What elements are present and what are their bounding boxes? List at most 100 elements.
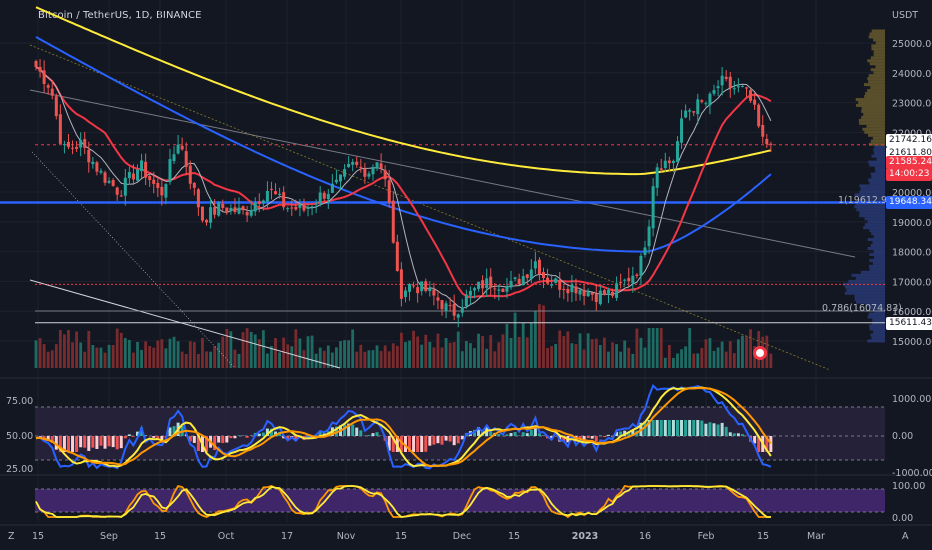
volume-bar — [306, 336, 310, 368]
histogram-bar — [274, 431, 278, 436]
volume-bar — [233, 349, 237, 368]
candle — [582, 289, 586, 296]
candle — [724, 76, 728, 79]
volume-profile-bar — [868, 80, 885, 84]
candle — [533, 261, 537, 269]
candle — [529, 269, 533, 280]
histogram-bar — [144, 435, 148, 436]
histogram-bar — [75, 436, 79, 452]
volume-profile-bar — [871, 29, 885, 33]
volume-profile-bar — [876, 157, 885, 161]
candle — [286, 208, 290, 210]
candle — [671, 160, 675, 164]
candle — [736, 86, 740, 88]
volume-profile-bar — [872, 241, 885, 245]
volume-profile-bar — [867, 89, 885, 93]
volume-profile-bar — [870, 68, 885, 72]
histogram-bar — [66, 436, 70, 452]
candle — [334, 179, 338, 183]
osc1-left-tick: 75.00 — [6, 396, 33, 407]
volume-bar — [745, 335, 748, 368]
time-tick: Sep — [100, 531, 118, 542]
volume-bar — [127, 339, 131, 368]
histogram-bar — [245, 436, 249, 438]
histogram-bar — [444, 436, 448, 441]
time-tick: 15 — [757, 531, 769, 542]
histogram-bar — [334, 426, 338, 436]
volume-bar — [79, 342, 83, 368]
histogram-bar — [611, 436, 615, 438]
candle — [233, 207, 237, 212]
candle — [269, 188, 273, 190]
candle — [460, 307, 464, 313]
volume-bar — [732, 353, 736, 368]
histogram-bar — [399, 436, 403, 452]
candle — [196, 189, 200, 208]
price-grid — [0, 42, 885, 342]
price-tick: 16000.00 — [892, 307, 932, 318]
candle — [225, 207, 229, 213]
candle — [663, 160, 667, 169]
histogram-bar — [391, 436, 395, 452]
histogram-bar — [221, 436, 225, 444]
candle — [472, 288, 476, 291]
volume-profile-bar — [867, 220, 885, 224]
candle — [590, 292, 594, 295]
volume-bar — [270, 345, 273, 368]
candle — [355, 161, 359, 165]
volume-profile-bar — [869, 32, 885, 36]
histogram-bar — [131, 436, 135, 437]
histogram-bar — [265, 428, 269, 436]
volume-bar — [83, 351, 87, 368]
candle — [123, 177, 127, 196]
histogram-bar — [684, 420, 688, 436]
candle — [343, 169, 347, 177]
candle — [265, 190, 269, 202]
volume-bar — [440, 347, 444, 368]
histogram-bar — [261, 432, 265, 436]
time-tick: Mar — [807, 531, 825, 542]
candle — [680, 118, 684, 143]
histogram-bar — [83, 436, 87, 448]
candle — [371, 166, 375, 175]
volume-bar — [708, 338, 712, 368]
candle — [542, 272, 545, 279]
volume-bar — [156, 340, 160, 368]
volume-bar — [330, 352, 334, 368]
candle — [408, 284, 412, 292]
volume-bar — [538, 304, 541, 368]
candle — [144, 161, 148, 178]
candle — [627, 277, 631, 282]
volume-bar — [322, 350, 326, 368]
volume-bar — [619, 351, 623, 368]
volume-profile-bar — [870, 244, 885, 248]
volume-profile-bar — [870, 333, 885, 337]
volume-bar — [586, 333, 590, 368]
time-tick: 2023 — [572, 531, 598, 542]
candle — [180, 145, 184, 150]
volume-profile-bar — [861, 115, 885, 119]
volume-bar — [391, 343, 395, 368]
volume-bar — [631, 353, 635, 368]
ma100-line — [35, 36, 772, 253]
volume-bar — [160, 339, 164, 368]
candle — [399, 269, 403, 299]
volume-bar — [152, 347, 156, 368]
volume-bar — [505, 324, 509, 368]
histogram-bar — [724, 426, 728, 436]
histogram-bar — [659, 420, 663, 436]
volume-bar — [205, 351, 208, 368]
histogram-bar — [753, 436, 757, 444]
volume-bar — [493, 351, 497, 368]
candle — [127, 172, 131, 179]
candle — [716, 86, 720, 89]
candle — [753, 99, 757, 105]
volume-bar — [513, 312, 517, 368]
candle — [347, 163, 351, 168]
histogram-bar — [586, 436, 590, 439]
candle — [367, 173, 371, 177]
histogram-bar — [675, 420, 679, 436]
time-tick: 17 — [281, 531, 293, 542]
candle — [221, 203, 225, 208]
